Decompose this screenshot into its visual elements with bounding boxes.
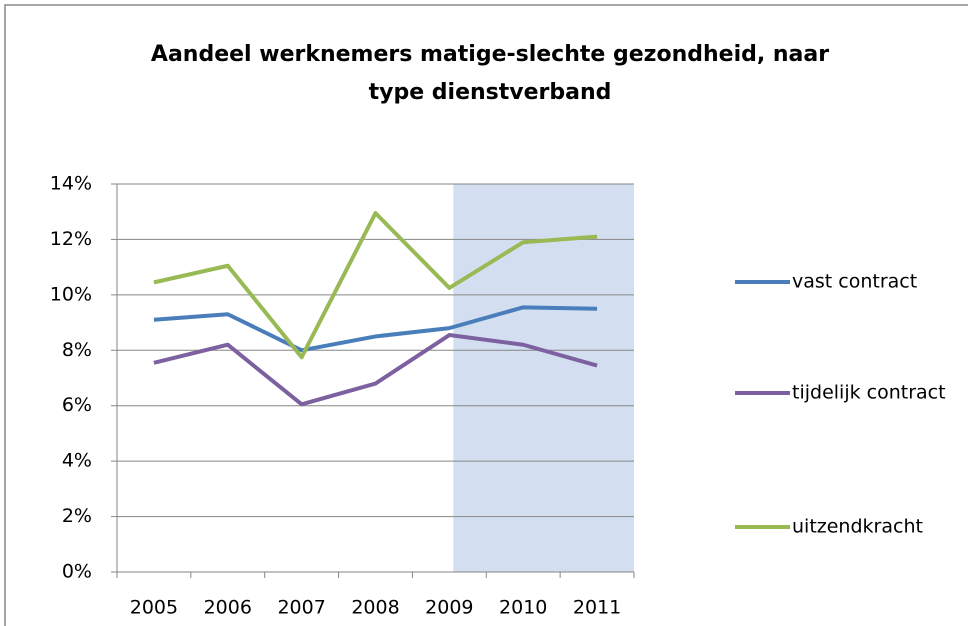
x-tick-label: 2006 bbox=[204, 597, 252, 619]
legend-label: uitzendkracht bbox=[792, 516, 923, 538]
series-line bbox=[153, 333, 598, 407]
y-tick-label: 10% bbox=[50, 283, 92, 305]
chart-title: Aandeel werknemers matige-slechte gezond… bbox=[151, 42, 829, 67]
y-tick-label: 12% bbox=[50, 228, 92, 250]
x-tick-label: 2011 bbox=[573, 597, 621, 619]
x-tick-label: 2009 bbox=[425, 597, 473, 619]
x-tick-label: 2005 bbox=[130, 597, 178, 619]
series-line bbox=[153, 305, 598, 353]
series-line bbox=[153, 211, 598, 360]
y-tick-label: 0% bbox=[62, 561, 92, 583]
x-tick-label: 2007 bbox=[277, 597, 325, 619]
x-tick-label: 2008 bbox=[351, 597, 399, 619]
y-tick-label: 2% bbox=[62, 505, 92, 527]
y-tick-label: 14% bbox=[50, 173, 92, 195]
legend-label: tijdelijk contract bbox=[792, 382, 946, 404]
highlight-region bbox=[453, 184, 634, 572]
legend-label: vast contract bbox=[792, 271, 917, 293]
y-tick-label: 4% bbox=[62, 450, 92, 472]
chart-subtitle: type dienstverband bbox=[369, 80, 612, 105]
x-tick-label: 2010 bbox=[499, 597, 547, 619]
y-tick-label: 6% bbox=[62, 394, 92, 416]
y-tick-label: 8% bbox=[62, 339, 92, 361]
